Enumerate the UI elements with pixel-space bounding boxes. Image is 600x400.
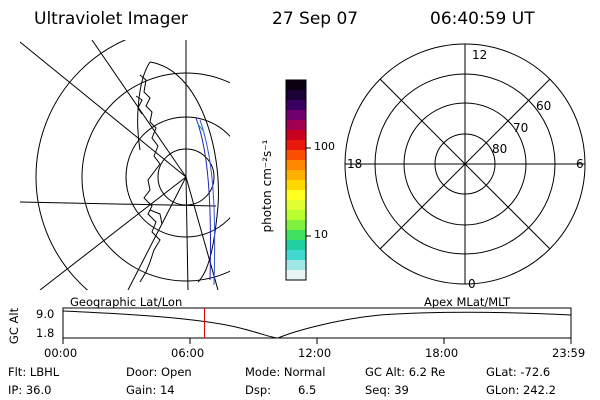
info-gcalt: GC Alt: 6.2 Re: [365, 365, 446, 379]
lat-label-80: 80: [492, 142, 508, 156]
info-dsp-label: Dsp:: [245, 383, 272, 397]
mlt-label-18: 18: [347, 157, 363, 171]
info-glat: GLat: -72.6: [486, 365, 551, 379]
colorbar-segment: [286, 260, 306, 271]
timeline-xtick-1: 06:00: [171, 346, 205, 360]
colorbar-segment: [286, 220, 306, 231]
colorbar-segment: [286, 190, 306, 201]
lat-label-70: 70: [513, 121, 529, 135]
colorbar-tick-100: 100: [314, 140, 335, 153]
info-door: Door: Open: [126, 365, 192, 379]
colorbar-segment: [286, 100, 306, 111]
colorbar-segment: [286, 270, 306, 281]
mlt-label-6: 6: [576, 157, 584, 171]
date-label: 27 Sep 07: [272, 9, 359, 29]
mlt-label-12: 12: [472, 48, 488, 62]
timeline-ytick-low: 1.8: [36, 326, 55, 340]
colorbar-frame: [285, 79, 307, 281]
colorbar-segment: [286, 200, 306, 211]
colorbar-segment: [286, 180, 306, 191]
mlt-label-0: 0: [468, 277, 476, 291]
info-gain: Gain: 14: [126, 383, 175, 397]
colorbar-segment: [286, 130, 306, 141]
timeline-xtick-0: 00:00: [44, 346, 78, 360]
info-ip: IP: 36.0: [8, 383, 52, 397]
info-flt: Flt: LBHL: [8, 365, 60, 379]
time-label: 06:40:59 UT: [430, 9, 535, 29]
colorbar-segment: [286, 170, 306, 181]
colorbar-segment: [286, 110, 306, 121]
colorbar-segment: [286, 140, 306, 151]
timeline-left-label: Geographic Lat/Lon: [70, 295, 183, 309]
timeline-xtick-4: 23:59: [552, 346, 586, 360]
timeline-right-label: Apex MLat/MLT: [424, 295, 511, 309]
colorbar-segment: [286, 90, 306, 101]
info-seq: Seq: 39: [365, 383, 409, 397]
colorbar-segment: [286, 80, 306, 91]
colorbar-tick-10: 10: [314, 228, 328, 241]
info-dsp-value: 6.5: [298, 383, 317, 397]
colorbar-segment: [286, 160, 306, 171]
lat-label-60: 60: [536, 99, 552, 113]
timeline-ytick-high: 9.0: [36, 307, 55, 321]
timeline-xtick-2: 12:00: [298, 346, 332, 360]
colorbar-segment: [286, 250, 306, 261]
colorbar-segment: [286, 120, 306, 131]
lat-circle-outer: [35, 40, 127, 290]
colorbar-segment: [286, 150, 306, 161]
info-glon: GLon: 242.2: [486, 383, 556, 397]
altitude-curve: [62, 310, 572, 339]
timeline-xtick-3: 18:00: [425, 346, 459, 360]
colorbar-segment: [286, 230, 306, 241]
app-title: Ultraviolet Imager: [34, 9, 188, 29]
colorbar-segment: [286, 210, 306, 221]
colorbar-segment: [286, 240, 306, 251]
info-mode: Mode: Normal: [245, 365, 326, 379]
